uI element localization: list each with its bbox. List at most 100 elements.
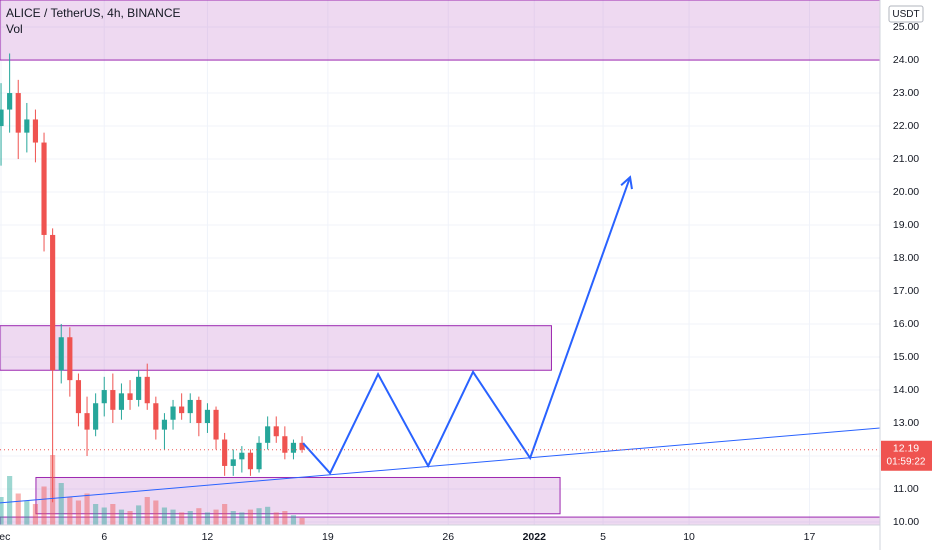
- volume-bar: [67, 497, 73, 525]
- candle-body: [222, 439, 228, 466]
- candle-body: [58, 337, 64, 371]
- volume-bar: [15, 493, 21, 525]
- y-tick-label: 24.00: [893, 54, 919, 66]
- candle-body: [50, 234, 56, 371]
- x-tick-label: 19: [322, 531, 334, 543]
- candle-body: [299, 442, 305, 450]
- y-tick-label: 17.00: [893, 285, 919, 297]
- x-tick-label: 6: [101, 531, 107, 543]
- candle-body: [136, 376, 142, 400]
- volume-bar: [41, 486, 47, 525]
- volume-bar: [58, 483, 64, 525]
- candle-body: [118, 393, 125, 410]
- volume-bar: [170, 509, 176, 525]
- candle-body: [161, 419, 168, 430]
- volume-bar: [204, 512, 211, 525]
- candle-body: [256, 442, 262, 470]
- volume-bar: [161, 507, 168, 525]
- x-tick-label: 10: [683, 531, 695, 543]
- candle-body: [84, 413, 90, 430]
- zone: [0, 325, 552, 371]
- candle-body: [196, 399, 202, 424]
- volume-bar: [290, 515, 297, 525]
- axes: 10.0011.0012.0013.0014.0015.0016.0017.00…: [0, 21, 932, 543]
- x-tick-label: 17: [804, 531, 816, 543]
- candle-body: [41, 142, 47, 235]
- volume-bar: [282, 511, 288, 525]
- y-tick-label: 15.00: [893, 351, 919, 363]
- volume-bar: [0, 497, 4, 525]
- volume-bar: [127, 511, 133, 525]
- last-price-box: [881, 440, 932, 471]
- y-tick-label: 14.00: [893, 384, 919, 396]
- volume-bar: [144, 497, 150, 525]
- drawings: [0, 175, 881, 504]
- volume-bar: [230, 511, 236, 525]
- volume-bar: [265, 506, 271, 525]
- trendline: [0, 427, 881, 504]
- candle-body: [179, 406, 185, 414]
- x-tick-label: Dec: [0, 531, 10, 543]
- currency-box[interactable]: [888, 5, 924, 23]
- volume-bar: [32, 504, 39, 525]
- candle-body: [15, 93, 21, 133]
- zones: [0, 0, 881, 526]
- candle-body: [170, 406, 176, 420]
- volume-bar: [7, 476, 13, 525]
- volume-bar: [24, 500, 30, 525]
- y-tick-label: 25.00: [893, 21, 919, 33]
- candle-body: [110, 390, 116, 410]
- y-tick-label: 20.00: [893, 186, 919, 198]
- candle-body: [213, 409, 219, 440]
- volume-bar: [84, 493, 90, 525]
- volume-bar: [196, 508, 202, 525]
- grid: [0, 0, 880, 525]
- y-tick-label: 22.00: [893, 120, 919, 132]
- candle-body: [204, 409, 211, 424]
- candle-body: [265, 426, 271, 443]
- y-tick-label: 11.00: [893, 483, 919, 495]
- candle-body: [75, 380, 82, 414]
- candle-body: [67, 337, 73, 381]
- x-tick-label: 2022: [523, 531, 547, 543]
- candle-body: [93, 403, 99, 430]
- candle-body: [127, 393, 133, 400]
- volume-bar: [136, 505, 142, 525]
- candle-body: [273, 426, 279, 437]
- zone: [0, 0, 881, 61]
- arrow-head: [620, 175, 633, 190]
- candle-body: [230, 459, 236, 466]
- last-price-label: 12.19: [893, 443, 919, 455]
- volume-bar: [273, 512, 279, 525]
- candle-body: [282, 436, 288, 453]
- currency[interactable]: USDT: [892, 9, 919, 20]
- y-tick-label: 19.00: [893, 219, 919, 231]
- volume-bar: [239, 512, 245, 525]
- candle-body: [101, 390, 107, 404]
- x-tick-label: 12: [202, 531, 214, 543]
- candle-body: [239, 452, 245, 460]
- volume-bar: [101, 507, 107, 525]
- x-tick-label: 26: [442, 531, 454, 543]
- candle-body: [247, 452, 254, 470]
- x-tick-label: 5: [600, 531, 606, 543]
- y-tick-label: 16.00: [893, 318, 919, 330]
- candle-body: [7, 93, 13, 110]
- volume-bar: [299, 518, 305, 525]
- indicator-label: Vol: [6, 22, 23, 36]
- volume-bar: [110, 504, 116, 525]
- volume-bar: [93, 504, 99, 525]
- volume-bar: [247, 509, 254, 525]
- candle-body: [0, 109, 4, 127]
- volume-bar: [256, 508, 262, 525]
- volume-bar: [118, 509, 125, 525]
- y-tick-label: 21.00: [893, 153, 919, 165]
- candle-body: [153, 403, 159, 430]
- volume-bar: [222, 504, 228, 525]
- candle-body: [24, 119, 30, 133]
- projection-path: [302, 176, 632, 475]
- y-tick-label: 13.00: [893, 417, 919, 429]
- y-tick-label: 18.00: [893, 252, 919, 264]
- volume-bar: [187, 511, 193, 525]
